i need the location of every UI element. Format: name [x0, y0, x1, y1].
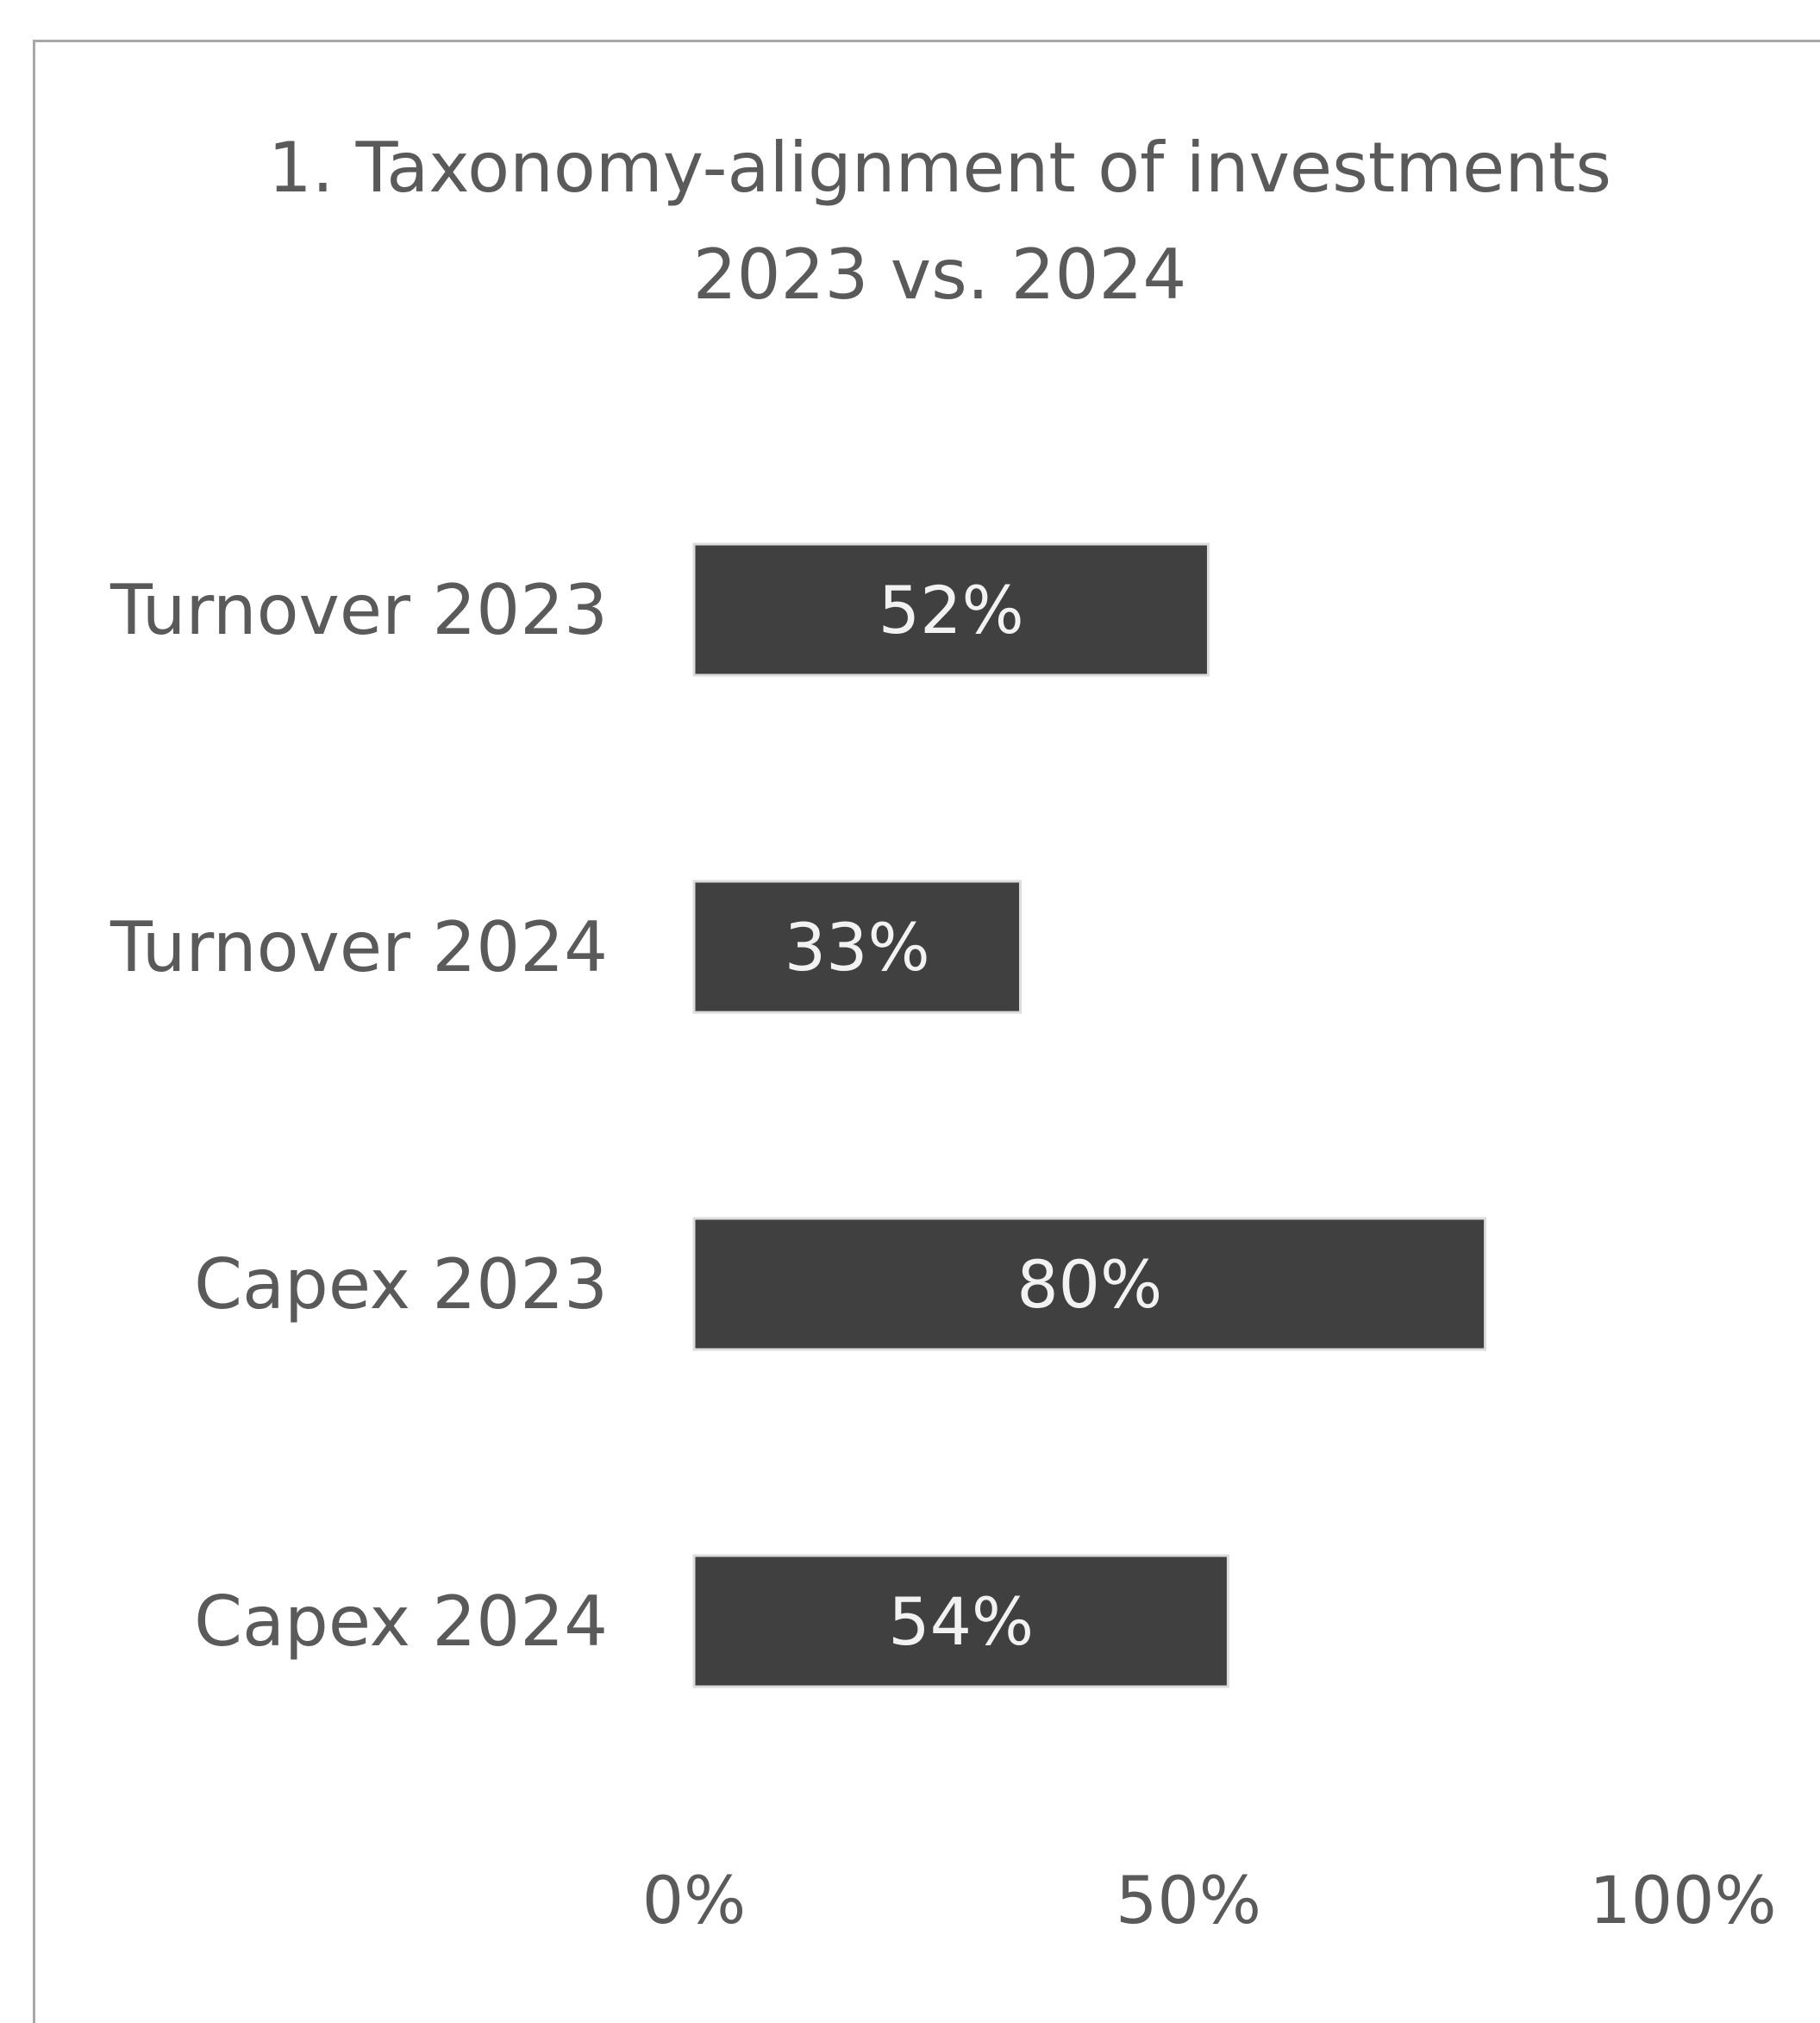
- data-label-capex-2023: 80%: [1016, 1246, 1162, 1323]
- category-label-turnover-2024: Turnover 2024: [109, 907, 608, 987]
- bar-capex-2024: [692, 1554, 1229, 1688]
- chart-title: 1. Taxonomy-alignment of investments 202…: [268, 128, 1611, 315]
- category-labels: Turnover 2023 Turnover 2024 Capex 2023 Cape…: [109, 570, 608, 1662]
- x-tick-label-1: 50%: [1116, 1862, 1261, 1938]
- bar-capex-2023: [692, 1217, 1487, 1351]
- bar-turnover-2023: [692, 542, 1210, 677]
- bars: [692, 542, 1487, 1688]
- data-label-turnover-2024: 33%: [785, 909, 930, 986]
- x-axis-tick-labels: 0% 50% 100%: [642, 1862, 1777, 1938]
- category-label-capex-2024: Capex 2024: [194, 1581, 608, 1662]
- data-label-turnover-2023: 52%: [879, 572, 1024, 648]
- x-tick-label-2: 100%: [1589, 1862, 1776, 1938]
- chart-frame: [33, 40, 1820, 2023]
- category-label-capex-2023: Capex 2023: [194, 1244, 608, 1325]
- chart-title-line-2: 2023 vs. 2024: [693, 235, 1187, 315]
- category-label-turnover-2023: Turnover 2023: [109, 570, 608, 650]
- data-label-capex-2024: 54%: [888, 1583, 1034, 1660]
- chart-title-line-1: 1. Taxonomy-alignment of investments: [268, 128, 1611, 208]
- bar-turnover-2024: [692, 880, 1023, 1014]
- x-tick-label-0: 0%: [642, 1862, 747, 1938]
- data-labels: 52% 33% 80% 54%: [785, 572, 1162, 1660]
